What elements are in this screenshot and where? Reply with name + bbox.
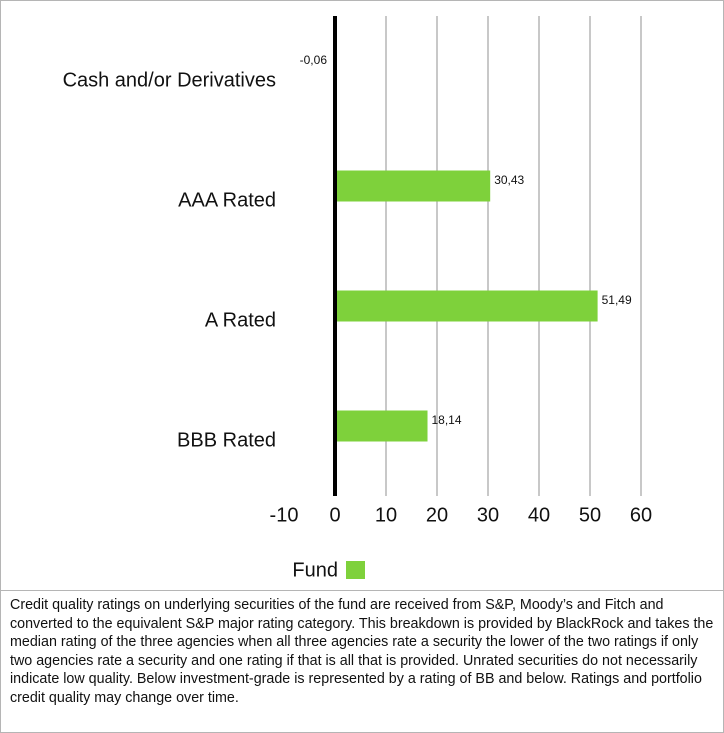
footnote: Credit quality ratings on underlying sec…	[10, 597, 714, 706]
x-tick-label: 60	[630, 504, 652, 526]
x-tick-label: 40	[528, 504, 550, 526]
x-tick-label: 10	[375, 504, 397, 526]
bar	[337, 170, 491, 202]
bar	[337, 410, 428, 442]
value-label: -0,06	[300, 53, 328, 67]
value-label: 18,14	[432, 413, 462, 427]
x-tick-label: 50	[579, 504, 601, 526]
bar	[337, 290, 598, 322]
legend-swatch	[346, 561, 365, 579]
category-label: AAA Rated	[178, 189, 276, 211]
divider	[1, 590, 723, 591]
legend-label: Fund	[292, 559, 338, 581]
category-label: Cash and/or Derivatives	[63, 69, 276, 91]
x-tick-label: 30	[477, 504, 499, 526]
category-label: BBB Rated	[177, 429, 276, 451]
x-tick-label: -10	[270, 504, 299, 526]
x-tick-label: 20	[426, 504, 448, 526]
value-label: 51,49	[602, 293, 632, 307]
value-label: 30,43	[494, 173, 524, 187]
category-label: A Rated	[205, 309, 276, 331]
x-tick-label: 0	[329, 504, 340, 526]
chart: -10 0 10 20 30 40 50 60 Cash and/or Derivatives -…	[63, 16, 652, 581]
